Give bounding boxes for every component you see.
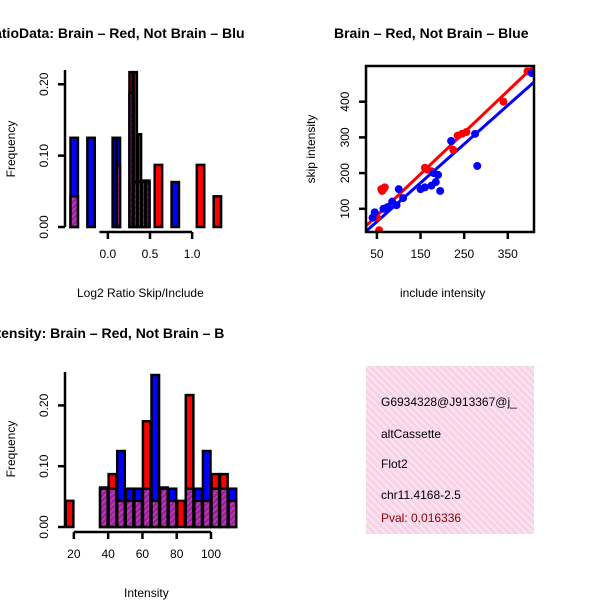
ratio-bar-overlap <box>115 163 122 229</box>
scatter-x-tick-label: 50 <box>370 247 384 261</box>
event-type-text: altCassette <box>381 427 442 441</box>
intensity-hist-ylabel: Frequency <box>4 420 18 478</box>
scatter-y-tick-label: 300 <box>338 127 352 147</box>
ratio-bar-brain <box>195 163 206 229</box>
event-info-panel: G6934328@J913367@j_ altCassette Flot2 ch… <box>366 366 534 534</box>
intensity-bar-overlap <box>150 499 161 529</box>
ratio-x-tick-label: 0.0 <box>100 247 117 261</box>
location-text: chr11.4168-2.5 <box>381 488 461 502</box>
intensity-bar-overlap <box>98 487 109 529</box>
notbrain-point <box>527 69 534 78</box>
ratio-bar-overlap <box>69 195 80 229</box>
pval-text: Pval: 0.016336 <box>381 511 462 525</box>
intensity-y-tick-label: 0.20 <box>37 393 51 417</box>
notbrain-point <box>473 161 482 170</box>
intensity-y-tick-label: 0.10 <box>37 454 51 478</box>
intensity-bar-overlap <box>158 487 169 529</box>
brain-point <box>375 226 384 232</box>
intensity-bar-overlap <box>124 499 135 529</box>
notbrain-point <box>399 194 408 203</box>
scatter-x-tick-label: 350 <box>498 247 518 261</box>
intensity-y-tick-label: 0.00 <box>37 515 51 539</box>
intensity-hist-xlabel: Intensity <box>124 586 169 600</box>
ratio-y-tick-label: 0.10 <box>37 144 51 168</box>
notbrain-point <box>420 183 429 192</box>
intensity-bar-overlap <box>184 487 195 529</box>
notbrain-point <box>434 170 442 179</box>
notbrain-point <box>431 178 440 187</box>
brain-point <box>499 97 508 106</box>
brain-point <box>380 183 389 192</box>
ratio-bar-notbrain <box>86 136 97 229</box>
scatter-frame <box>364 64 536 234</box>
notbrain-point <box>394 185 403 194</box>
scatter-x-tick-label: 250 <box>454 247 474 261</box>
notbrain-point <box>436 186 445 195</box>
notbrain-point <box>383 203 392 212</box>
intensity-hist-title: Intensity: Brain – Red, Not Brain – B <box>0 325 225 341</box>
intensity-bar-overlap <box>133 499 144 529</box>
scatter-y-tick-label: 100 <box>338 198 352 218</box>
intensity-x-tick-label: 60 <box>136 547 150 561</box>
intensity-bar-overlap <box>141 487 152 529</box>
intensity-bar-overlap <box>167 499 178 529</box>
intensity-bar-overlap <box>107 487 118 529</box>
intensity-bar-brain <box>175 499 187 529</box>
intensity-bar-overlap <box>193 499 204 529</box>
gene-id-text: G6934328@J913367@j_ <box>381 395 517 409</box>
ratio-x-tick-label: 0.5 <box>142 247 159 261</box>
intensity-bar-brain <box>64 499 75 529</box>
intensity-bar-overlap <box>115 499 127 529</box>
ratio-hist-title: RatioData: Brain – Red, Not Brain – Blu <box>0 25 245 41</box>
brain-point <box>449 145 458 154</box>
scatter-y-tick-label: 200 <box>338 163 352 183</box>
notbrain-point <box>370 208 379 217</box>
ratio-bar-brain <box>153 163 164 229</box>
intensity-x-tick-label: 100 <box>201 547 221 561</box>
ratio-hist-xlabel: Log2 Ratio Skip/Include <box>77 286 204 300</box>
intensity-x-tick-label: 80 <box>170 547 184 561</box>
brain-point <box>462 128 471 137</box>
scatter-title: Brain – Red, Not Brain – Blue <box>334 25 529 41</box>
scatter-plot-area <box>366 66 534 232</box>
gene-name-text: Flot2 <box>381 457 408 471</box>
intensity-bar-overlap <box>201 499 212 529</box>
notbrain-point <box>392 201 401 210</box>
scatter-y-tick-label: 400 <box>338 91 352 111</box>
scatter-xlabel: include intensity <box>400 286 486 300</box>
ratio-bar-brain <box>212 195 223 229</box>
ratio-bar-overlap <box>145 180 151 229</box>
intensity-x-tick-label: 20 <box>67 547 81 561</box>
intensity-bar-overlap <box>227 499 238 529</box>
intensity-bar-overlap <box>210 487 221 529</box>
ratio-bar-notbrain <box>170 180 181 229</box>
scatter-x-tick-label: 150 <box>411 247 431 261</box>
ratio-x-tick-label: 1.0 <box>184 247 201 261</box>
notbrain-point <box>447 136 456 145</box>
ratio-y-tick-label: 0.20 <box>37 72 51 96</box>
notbrain-point <box>471 129 480 138</box>
ratio-y-tick-label: 0.00 <box>37 215 51 239</box>
intensity-bar-overlap <box>218 487 229 529</box>
intensity-x-tick-label: 40 <box>101 547 115 561</box>
